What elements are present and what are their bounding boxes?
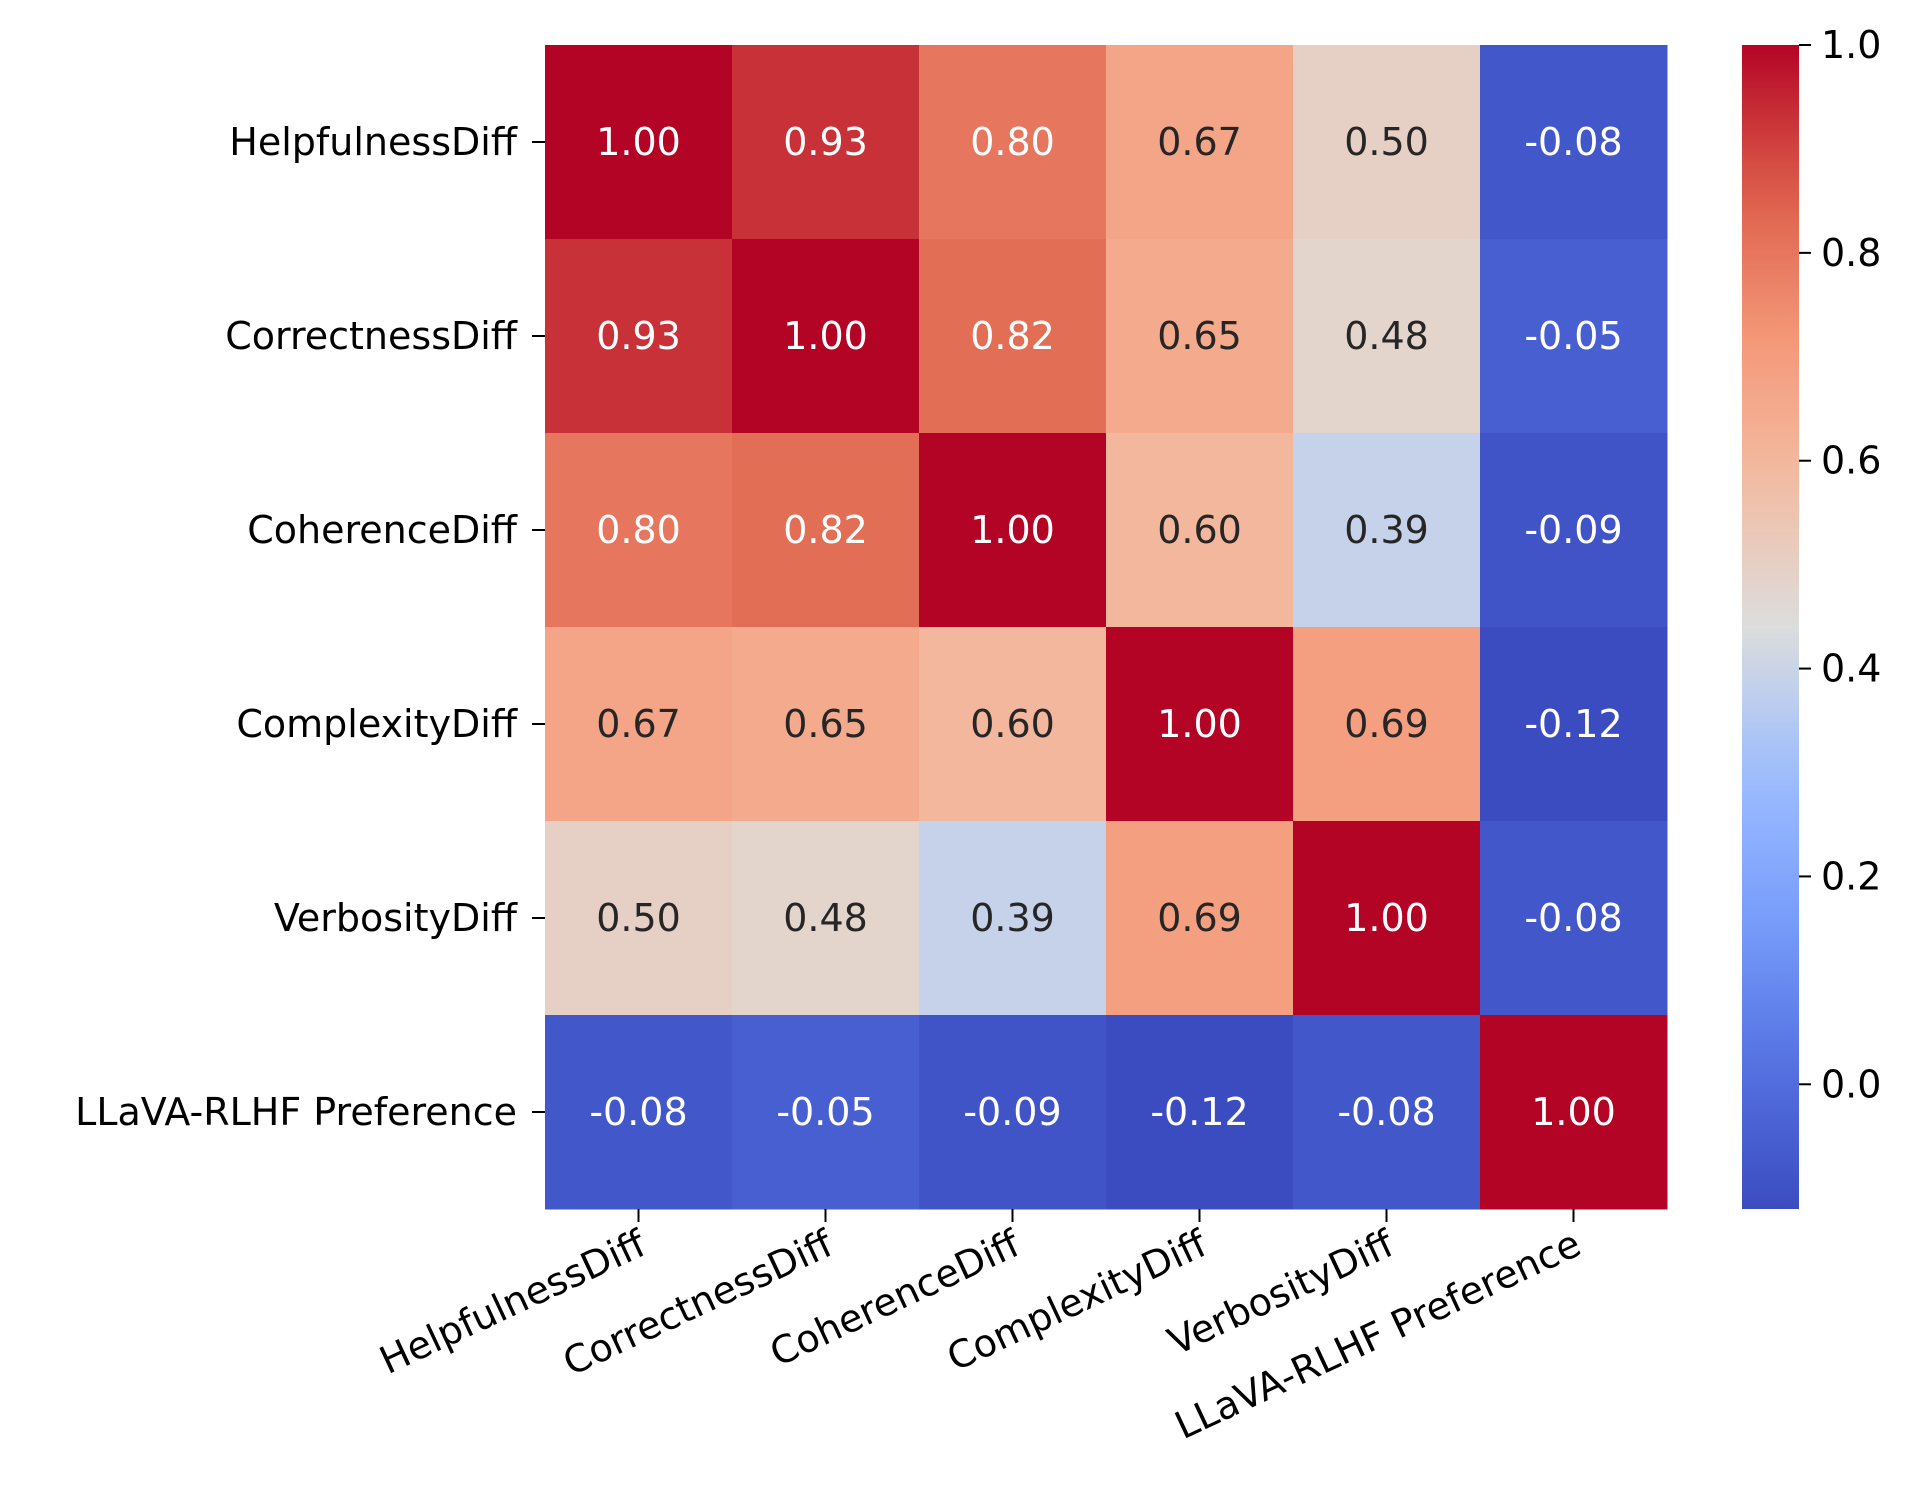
cell-value-label: 0.80 xyxy=(970,120,1055,164)
cell-value-label: -0.05 xyxy=(776,1090,874,1134)
colorbar-gradient xyxy=(1742,45,1799,1209)
cell-value-label: 1.00 xyxy=(1157,702,1242,746)
heatmap-cell xyxy=(1293,821,1481,1016)
heatmap-cell xyxy=(545,1015,733,1210)
cell-value-label: -0.08 xyxy=(1524,896,1622,940)
heatmap-cell xyxy=(1106,433,1294,628)
heatmap-cell xyxy=(1106,239,1294,434)
colorbar-tick-label: 0.4 xyxy=(1821,647,1881,691)
heatmap-cell xyxy=(545,627,733,822)
heatmap-cell xyxy=(1293,239,1481,434)
cell-value-label: 0.50 xyxy=(596,896,681,940)
heatmap-cell-labels: 1.00 0.93 0.80 0.67 0.50 -0.08 0.93 1.00 0.82 0.6… xyxy=(589,120,1622,1134)
cell-value-label: 0.50 xyxy=(1344,120,1429,164)
cell-value-label: -0.12 xyxy=(1150,1090,1248,1134)
cell-value-label: 0.60 xyxy=(970,702,1055,746)
y-tick-label: CoherenceDiff xyxy=(247,508,518,552)
cell-value-label: -0.09 xyxy=(1524,508,1622,552)
cell-value-label: -0.08 xyxy=(1337,1090,1435,1134)
cell-value-label: 0.65 xyxy=(783,702,868,746)
cell-value-label: 0.48 xyxy=(783,896,868,940)
heatmap-cell xyxy=(1293,433,1481,628)
heatmap-cell xyxy=(1106,627,1294,822)
cell-value-label: 0.80 xyxy=(596,508,681,552)
cell-value-label: 1.00 xyxy=(1344,896,1429,940)
heatmap-cell xyxy=(545,433,733,628)
cell-value-label: -0.08 xyxy=(589,1090,687,1134)
heatmap-cell xyxy=(1480,627,1668,822)
heatmap-cell xyxy=(919,433,1107,628)
cell-value-label: 0.48 xyxy=(1344,314,1429,358)
cell-value-label: 1.00 xyxy=(1531,1090,1616,1134)
colorbar: 0.0 0.2 0.4 0.6 0.8 1.0 xyxy=(1742,23,1881,1209)
cell-value-label: 1.00 xyxy=(783,314,868,358)
cell-value-label: 0.60 xyxy=(1157,508,1242,552)
heatmap-cell xyxy=(919,45,1107,240)
heatmap-cell xyxy=(545,821,733,1016)
heatmap-cell xyxy=(919,627,1107,822)
cell-value-label: 0.93 xyxy=(783,120,868,164)
heatmap-cells xyxy=(545,45,1668,1210)
heatmap-cell xyxy=(1293,1015,1481,1210)
cell-value-label: 0.69 xyxy=(1344,702,1429,746)
heatmap-cell xyxy=(545,239,733,434)
y-tick-label: LLaVA-RLHF Preference xyxy=(75,1090,517,1134)
colorbar-tick-label: 0.2 xyxy=(1821,854,1881,898)
cell-value-label: -0.08 xyxy=(1524,120,1622,164)
cell-value-label: 0.65 xyxy=(1157,314,1242,358)
cell-value-label: 0.67 xyxy=(596,702,681,746)
heatmap-cell xyxy=(919,239,1107,434)
cell-value-label: 0.69 xyxy=(1157,896,1242,940)
colorbar-tick-label: 0.0 xyxy=(1821,1062,1881,1106)
heatmap-cell xyxy=(1293,627,1481,822)
cell-value-label: 0.39 xyxy=(1344,508,1429,552)
heatmap-cell xyxy=(1106,1015,1294,1210)
y-tick-label: ComplexityDiff xyxy=(236,702,517,746)
y-axis: HelpfulnessDiff CorrectnessDiff CoherenceD… xyxy=(75,120,545,1134)
heatmap-cell xyxy=(1480,821,1668,1016)
cell-value-label: 0.82 xyxy=(783,508,868,552)
heatmap-cell xyxy=(1480,433,1668,628)
cell-value-label: 0.93 xyxy=(596,314,681,358)
cell-value-label: 1.00 xyxy=(596,120,681,164)
heatmap-cell xyxy=(919,1015,1107,1210)
heatmap-cell xyxy=(919,821,1107,1016)
cell-value-label: 0.67 xyxy=(1157,120,1242,164)
heatmap-cell xyxy=(732,1015,920,1210)
heatmap-cell xyxy=(1480,45,1668,240)
heatmap-cell xyxy=(1106,45,1294,240)
colorbar-tick-label: 0.6 xyxy=(1821,439,1881,483)
heatmap-cell xyxy=(545,45,733,240)
heatmap-cell xyxy=(1480,239,1668,434)
y-tick-label: CorrectnessDiff xyxy=(225,314,518,358)
cell-value-label: 0.82 xyxy=(970,314,1055,358)
heatmap-cell xyxy=(732,45,920,240)
heatmap-cell xyxy=(732,433,920,628)
colorbar-tick-label: 1.0 xyxy=(1821,23,1881,67)
heatmap-cell xyxy=(1106,821,1294,1016)
cell-value-label: -0.12 xyxy=(1524,702,1622,746)
heatmap-cell xyxy=(732,821,920,1016)
heatmap-cell xyxy=(732,627,920,822)
heatmap-cell xyxy=(1480,1015,1668,1210)
heatmap-cell xyxy=(732,239,920,434)
cell-value-label: 0.39 xyxy=(970,896,1055,940)
y-tick-label: HelpfulnessDiff xyxy=(229,120,518,164)
cell-value-label: 1.00 xyxy=(970,508,1055,552)
heatmap-cell xyxy=(1293,45,1481,240)
cell-value-label: -0.05 xyxy=(1524,314,1622,358)
cell-value-label: -0.09 xyxy=(963,1090,1061,1134)
y-tick-label: VerbosityDiff xyxy=(274,896,518,940)
x-axis: HelpfulnessDiffCorrectnessDiffCoherenceD… xyxy=(373,1209,1587,1448)
colorbar-tick-label: 0.8 xyxy=(1821,231,1881,275)
